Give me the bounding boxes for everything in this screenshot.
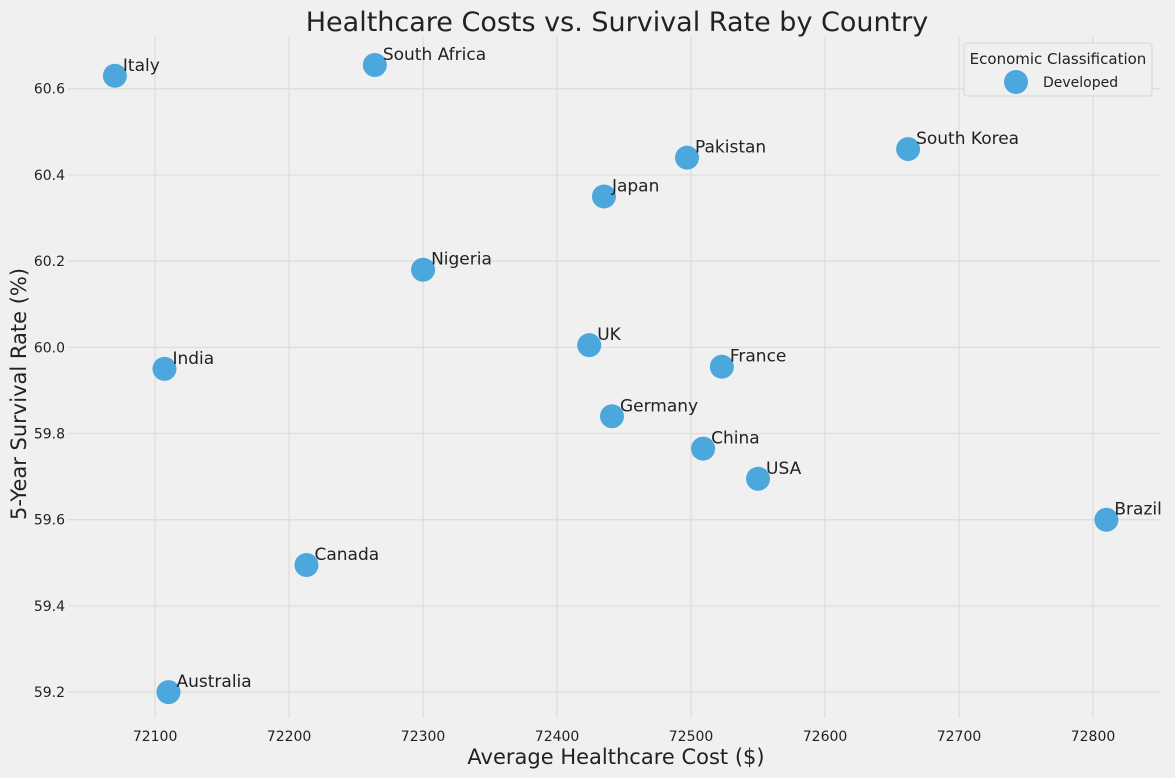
x-tick-label: 72500 — [669, 729, 714, 745]
data-point-label: Australia — [176, 672, 251, 692]
data-point — [691, 436, 716, 461]
x-tick-label: 72300 — [401, 729, 446, 745]
data-point — [294, 552, 319, 577]
data-point-label: Nigeria — [431, 250, 492, 270]
data-point-label: France — [730, 347, 787, 367]
x-tick-label: 72600 — [803, 729, 848, 745]
y-tick-label: 60.6 — [34, 82, 65, 98]
data-point-label: South Africa — [383, 45, 486, 65]
data-point — [102, 63, 127, 88]
y-tick-label: 59.6 — [34, 513, 65, 529]
data-point — [896, 137, 921, 162]
data-point — [362, 53, 387, 78]
data-point-label: China — [711, 429, 760, 449]
y-tick-label: 59.2 — [34, 685, 65, 701]
legend-title: Economic Classification — [970, 50, 1147, 68]
data-point — [746, 466, 771, 491]
data-point — [591, 184, 616, 209]
x-tick-label: 72700 — [937, 729, 982, 745]
data-point — [599, 404, 624, 429]
data-point-label: South Korea — [916, 129, 1019, 149]
legend-marker — [1004, 70, 1028, 94]
chart-title: Healthcare Costs vs. Survival Rate by Co… — [306, 7, 929, 38]
y-tick-label: 59.4 — [34, 599, 65, 615]
data-point-label: USA — [766, 459, 802, 479]
data-point — [411, 257, 436, 282]
data-point-label: Japan — [611, 176, 659, 196]
y-tick-label: 60.0 — [34, 340, 65, 356]
data-point-label: India — [172, 349, 214, 369]
data-points: Italy South Africa Pakistan South Korea Japa… — [102, 45, 1162, 705]
data-point-label: UK — [597, 325, 621, 345]
x-tick-label: 72100 — [133, 729, 178, 745]
x-tick-label: 72200 — [267, 729, 312, 745]
data-point — [709, 354, 734, 379]
grid-lines — [68, 37, 1160, 718]
data-point — [675, 145, 700, 170]
legend: Economic Classification Developed — [963, 42, 1153, 97]
data-point — [1094, 507, 1119, 532]
data-point — [152, 356, 177, 381]
data-point — [156, 680, 181, 705]
y-axis-ticks: 59.2 59.4 59.6 59.8 60.0 60.2 60.4 60.6 — [34, 82, 65, 701]
y-tick-label: 60.4 — [34, 168, 65, 184]
y-tick-label: 59.8 — [34, 427, 65, 443]
legend-entry-developed: Developed — [1043, 75, 1118, 91]
data-point-label: Pakistan — [695, 138, 766, 158]
data-point-label: Canada — [314, 545, 379, 565]
x-axis-label: Average Healthcare Cost ($) — [467, 745, 764, 769]
x-axis-ticks: 72100 72200 72300 72400 72500 72600 72700 72800 — [133, 729, 1115, 745]
data-point — [577, 333, 602, 358]
y-tick-label: 60.2 — [34, 254, 65, 270]
x-tick-label: 72800 — [1071, 729, 1116, 745]
y-axis-label: 5-Year Survival Rate (%) — [7, 268, 31, 520]
data-point-label: Germany — [620, 396, 698, 416]
x-tick-label: 72400 — [535, 729, 580, 745]
data-point-label: Italy — [123, 56, 160, 76]
data-point-label: Brazil — [1114, 500, 1161, 520]
